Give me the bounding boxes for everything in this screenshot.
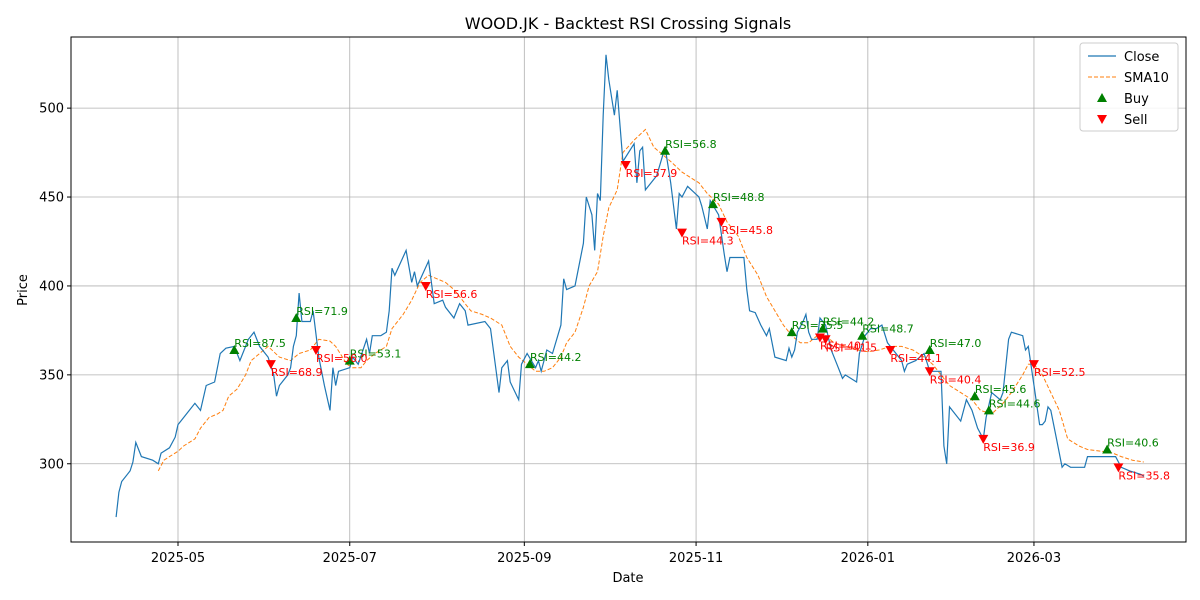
- y-tick-label: 350: [39, 368, 64, 383]
- x-axis-title: Date: [612, 571, 643, 586]
- buy-marker: [924, 344, 935, 354]
- buy-marker: [229, 344, 240, 354]
- y-tick-label: 450: [39, 191, 64, 206]
- sell-label: RSI=44.3: [682, 235, 734, 248]
- sell-label: RSI=40.1: [820, 340, 872, 353]
- axis-ticks: 2025-05 2025-07 2025-09 2025-11 2026-01 2026-…: [39, 102, 1061, 566]
- legend-sma-label: SMA10: [1124, 71, 1169, 86]
- buy-label: RSI=87.5: [234, 337, 286, 350]
- buy-label: RSI=44.2: [530, 351, 582, 364]
- y-tick-label: 300: [39, 457, 64, 472]
- sell-marker: [676, 228, 687, 238]
- x-tick-label: 2026-03: [1007, 551, 1061, 566]
- buy-label: RSI=44.2: [823, 316, 875, 329]
- sell-marker: [885, 345, 896, 355]
- buy-marker: [707, 199, 718, 209]
- buy-label: RSI=48.8: [713, 191, 765, 204]
- buy-label: RSI=45.6: [975, 383, 1027, 396]
- signal-layer: RSI=87.5 RSI=71.9 RSI=53.1 RSI=44.2 RSI=56.8…: [229, 138, 1170, 482]
- sma10-line: [157, 128, 1144, 472]
- x-tick-label: 2025-09: [497, 551, 551, 566]
- y-tick-label: 400: [39, 279, 64, 294]
- buy-label: RSI=71.9: [296, 305, 348, 318]
- buy-marker: [983, 405, 994, 415]
- legend-buy-marker: [1097, 93, 1107, 102]
- sell-label: RSI=41.5: [826, 341, 878, 354]
- buy-marker: [786, 327, 797, 337]
- sell-label: RSI=35.8: [1118, 469, 1170, 482]
- buy-marker: [1102, 444, 1113, 454]
- sell-label: RSI=56.6: [426, 288, 478, 301]
- x-tick-label: 2026-01: [841, 551, 895, 566]
- buy-label: RSI=35.5: [792, 319, 844, 332]
- x-tick-label: 2025-07: [323, 551, 377, 566]
- sell-label: RSI=52.5: [1034, 366, 1086, 379]
- sell-label: RSI=68.9: [271, 366, 323, 379]
- buy-marker: [817, 323, 828, 333]
- buy-label: RSI=53.1: [350, 348, 402, 361]
- chart-title: WOOD.JK - Backtest RSI Crossing Signals: [465, 14, 791, 33]
- sell-marker: [620, 161, 631, 171]
- x-tick-label: 2025-05: [151, 551, 205, 566]
- grid: [71, 37, 1186, 542]
- legend-sell-marker: [1097, 115, 1107, 124]
- legend-sell-label: Sell: [1124, 113, 1147, 128]
- buy-marker: [344, 355, 355, 365]
- buy-label: RSI=56.8: [665, 138, 717, 151]
- buy-marker: [291, 312, 302, 322]
- legend-close-label: Close: [1124, 50, 1159, 65]
- close-price-line: [115, 54, 1145, 518]
- buy-label: RSI=47.0: [930, 337, 982, 350]
- x-tick-label: 2025-11: [669, 551, 723, 566]
- sell-marker: [420, 281, 431, 291]
- legend: Close SMA10 Buy Sell: [1079, 42, 1179, 132]
- plot-frame: [70, 36, 1187, 543]
- buy-marker: [524, 359, 535, 369]
- buy-marker: [857, 330, 868, 340]
- sell-marker: [265, 360, 276, 370]
- sell-marker: [820, 335, 831, 345]
- buy-label: RSI=40.6: [1107, 437, 1159, 450]
- sell-label: RSI=44.1: [890, 352, 942, 365]
- sell-label: RSI=40.4: [930, 373, 982, 386]
- sell-marker: [310, 345, 321, 355]
- sell-label: RSI=57.9: [626, 167, 678, 180]
- sell-marker: [978, 434, 989, 444]
- sell-label: RSI=45.8: [721, 224, 773, 237]
- sell-marker: [924, 367, 935, 377]
- legend-box: [1079, 42, 1179, 132]
- buy-label: RSI=44.6: [989, 397, 1041, 410]
- buy-marker: [660, 145, 671, 155]
- y-axis-title: Price: [16, 274, 31, 306]
- sell-marker: [1028, 360, 1039, 370]
- sell-marker: [1113, 463, 1124, 473]
- sell-marker: [716, 217, 727, 227]
- sell-label: RSI=56.0: [316, 352, 368, 365]
- buy-marker: [969, 391, 980, 401]
- legend-buy-label: Buy: [1124, 92, 1149, 107]
- sell-label: RSI=36.9: [983, 441, 1035, 454]
- buy-label: RSI=48.7: [862, 323, 914, 336]
- series-layer: [115, 54, 1145, 518]
- y-tick-label: 500: [39, 102, 64, 117]
